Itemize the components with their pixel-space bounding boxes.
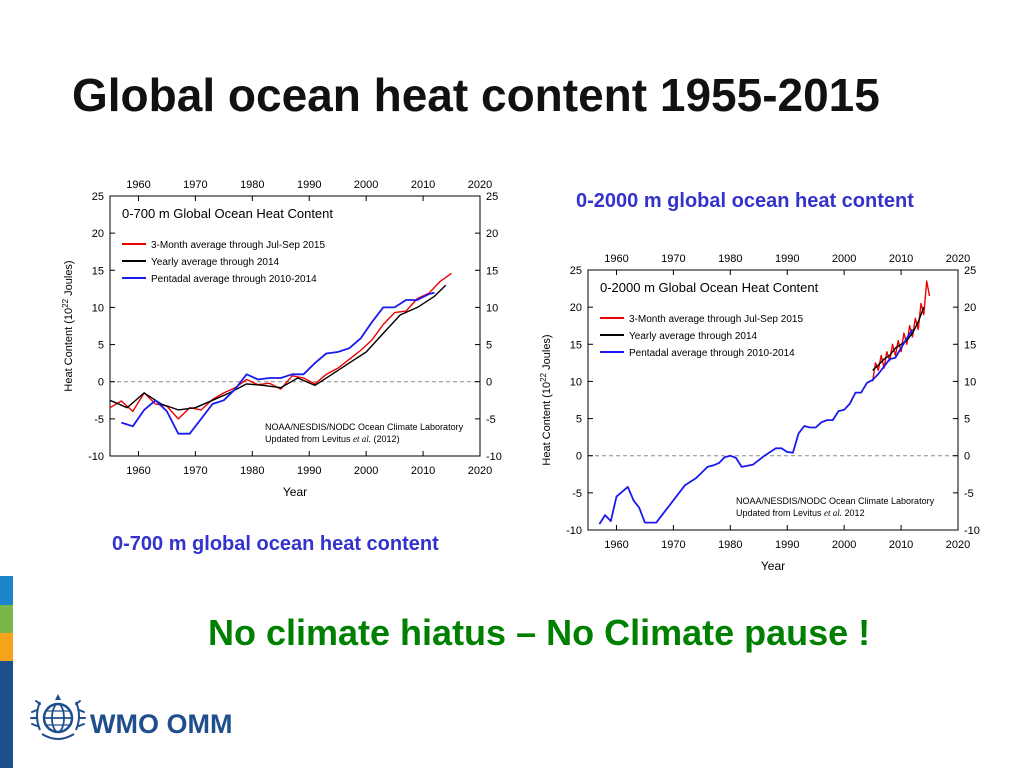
y-tick-label-left: -10 [88, 451, 104, 463]
y-tick-label-left: 25 [570, 265, 582, 277]
y-tick-label-right: 10 [486, 302, 498, 314]
x-tick-label-top: 1990 [297, 179, 321, 191]
chart-0-2000m: 1960196019701970198019801990199020002000… [539, 253, 980, 573]
x-tick-label-bottom: 1960 [604, 539, 628, 551]
un-wreath-globe-icon [30, 694, 86, 740]
series-pentadal-line [121, 291, 435, 435]
y-tick-label-left: 20 [570, 302, 582, 314]
series-3month-line [871, 280, 931, 382]
y-axis-label: Heat Content (1022 Joules) [539, 334, 553, 465]
y-tick-label-right: -10 [964, 525, 980, 537]
x-tick-label-top: 1990 [775, 253, 799, 265]
x-tick-label-top: 1980 [718, 253, 742, 265]
side-bar-green [0, 605, 13, 633]
plot-frame [587, 269, 959, 531]
x-tick-label-bottom: 2000 [832, 539, 856, 551]
y-tick-label-left: -10 [566, 525, 582, 537]
x-tick-label-bottom: 1980 [718, 539, 742, 551]
series-3month-line [109, 272, 452, 420]
y-tick-label-right: -5 [486, 414, 496, 426]
credit-line1: NOAA/NESDIS/NODC Ocean Climate Laborator… [736, 496, 935, 506]
y-tick-label-left: -5 [572, 488, 582, 500]
legend-label: Pentadal average through 2010-2014 [629, 348, 795, 359]
y-tick-label-left: 15 [92, 265, 104, 277]
x-tick-label-top: 2010 [889, 253, 913, 265]
x-axis-label: Year [761, 559, 785, 573]
y-tick-label-right: 5 [486, 340, 492, 352]
y-tick-label-right: 0 [486, 377, 492, 389]
legend-label: 3-Month average through Jul-Sep 2015 [151, 240, 325, 251]
plot-frame [109, 195, 481, 457]
x-tick-label-bottom: 2000 [354, 465, 378, 477]
y-axis-label: Heat Content (1022 Joules) [61, 260, 75, 391]
y-tick-label-right: 15 [486, 265, 498, 277]
caption-right: 0-2000 m global ocean heat content [576, 190, 914, 212]
y-tick-label-right: 5 [964, 414, 970, 426]
y-tick-label-left: 0 [98, 377, 104, 389]
y-tick-label-left: 0 [576, 451, 582, 463]
x-tick-label-bottom: 1960 [126, 465, 150, 477]
x-tick-label-bottom: 2010 [411, 465, 435, 477]
y-tick-label-right: 20 [964, 302, 976, 314]
x-tick-label-top: 1970 [661, 253, 685, 265]
x-tick-label-top: 1970 [183, 179, 207, 191]
series-yearly-line [872, 306, 925, 371]
x-tick-label-top: 2000 [354, 179, 378, 191]
x-tick-label-bottom: 1990 [775, 539, 799, 551]
y-tick-label-left: 10 [570, 376, 582, 388]
y-tick-label-right: 15 [964, 339, 976, 351]
y-tick-label-right: -10 [486, 451, 502, 463]
side-bar-navy [0, 661, 13, 768]
x-tick-label-top: 2010 [411, 179, 435, 191]
x-tick-label-top: 1980 [240, 179, 264, 191]
y-tick-label-left: -5 [94, 414, 104, 426]
x-tick-label-bottom: 2010 [889, 539, 913, 551]
y-tick-label-right: 10 [964, 376, 976, 388]
series-pentadal-line [598, 328, 914, 525]
y-tick-label-left: 10 [92, 302, 104, 314]
credit-line2: Updated from Levitus et al. (2012) [265, 434, 400, 444]
y-tick-label-right: -5 [964, 488, 974, 500]
logo-text: WMO OMM [90, 709, 233, 739]
side-bar-orange [0, 633, 13, 661]
legend-label: Yearly average through 2014 [151, 257, 280, 268]
x-tick-label-top: 2000 [832, 253, 856, 265]
legend-label: 3-Month average through Jul-Sep 2015 [629, 314, 803, 325]
y-tick-label-right: 25 [964, 265, 976, 277]
x-tick-label-bottom: 2020 [946, 539, 970, 551]
y-tick-label-right: 0 [964, 451, 970, 463]
slide-title: Global ocean heat content 1955-2015 [72, 69, 880, 121]
y-tick-label-left: 5 [98, 340, 104, 352]
x-tick-label-top: 2020 [946, 253, 970, 265]
y-tick-label-left: 25 [92, 191, 104, 203]
y-tick-label-right: 20 [486, 228, 498, 240]
x-tick-label-bottom: 1970 [661, 539, 685, 551]
y-tick-label-left: 20 [92, 228, 104, 240]
tagline: No climate hiatus – No Climate pause ! [208, 612, 871, 653]
chart-0-700m: 1960196019701970198019801990199020002000… [61, 179, 502, 499]
x-tick-label-top: 2020 [468, 179, 492, 191]
x-tick-label-bottom: 2020 [468, 465, 492, 477]
series-yearly-line [109, 284, 447, 411]
x-axis-label: Year [283, 485, 307, 499]
caption-left: 0-700 m global ocean heat content [112, 533, 439, 555]
chart-title: 0-2000 m Global Ocean Heat Content [600, 280, 819, 295]
x-tick-label-top: 1960 [604, 253, 628, 265]
x-tick-label-bottom: 1970 [183, 465, 207, 477]
credit-line2: Updated from Levitus et al. 2012 [736, 508, 865, 518]
x-tick-label-bottom: 1990 [297, 465, 321, 477]
y-tick-label-right: 25 [486, 191, 498, 203]
credit-line1: NOAA/NESDIS/NODC Ocean Climate Laborator… [265, 422, 464, 432]
x-tick-label-top: 1960 [126, 179, 150, 191]
legend-label: Pentadal average through 2010-2014 [151, 274, 317, 285]
side-bar-blue [0, 576, 13, 605]
x-tick-label-bottom: 1980 [240, 465, 264, 477]
legend-label: Yearly average through 2014 [629, 331, 758, 342]
chart-title: 0-700 m Global Ocean Heat Content [122, 206, 333, 221]
y-tick-label-left: 5 [576, 414, 582, 426]
y-tick-label-left: 15 [570, 339, 582, 351]
